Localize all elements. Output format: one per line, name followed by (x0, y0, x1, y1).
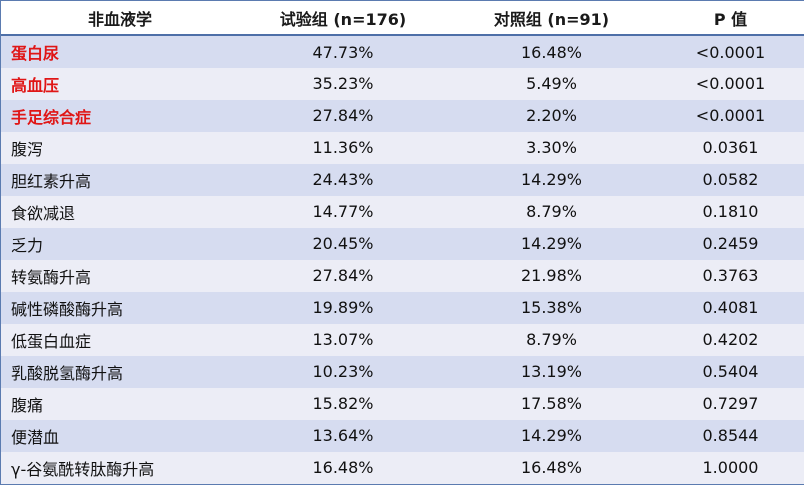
row-p-value-cell: 0.3763 (656, 259, 804, 292)
row-p-value-cell: <0.0001 (656, 35, 804, 68)
row-control-cell: 14.29% (447, 227, 656, 260)
row-trial-cell: 35.23% (239, 68, 447, 100)
row-name-cell: 手足综合症 (1, 99, 239, 132)
row-control-cell: 16.48% (447, 451, 656, 484)
row-control-cell: 8.79% (447, 323, 656, 356)
row-trial-cell: 11.36% (239, 131, 447, 164)
row-trial-cell: 19.89% (239, 291, 447, 324)
table-row: 腹泻 11.36% 3.30% 0.0361 (1, 131, 804, 164)
row-p-value-cell: 0.4081 (656, 291, 804, 324)
table-row: 碱性磷酸酶升高 19.89% 15.38% 0.4081 (1, 291, 804, 324)
row-name-cell: 乏力 (1, 227, 239, 260)
row-name-cell: 腹泻 (1, 131, 239, 164)
row-trial-cell: 20.45% (239, 227, 447, 260)
table-header: 非血液学 试验组 (n=176) 对照组 (n=91) P 值 (1, 1, 804, 36)
row-control-cell: 2.20% (447, 99, 656, 132)
row-trial-cell: 14.77% (239, 195, 447, 228)
row-control-cell: 14.29% (447, 419, 656, 452)
row-control-cell: 14.29% (447, 163, 656, 196)
row-p-value-cell: 0.1810 (656, 195, 804, 228)
header-trial-group: 试验组 (n=176) (239, 1, 447, 36)
row-p-value-cell: 0.2459 (656, 227, 804, 260)
row-control-cell: 15.38% (447, 291, 656, 324)
table-row: 转氨酶升高 27.84% 21.98% 0.3763 (1, 259, 804, 292)
table-row: 乳酸脱氢酶升高 10.23% 13.19% 0.5404 (1, 355, 804, 388)
table-row: 便潜血 13.64% 14.29% 0.8544 (1, 419, 804, 452)
table-body: 蛋白尿 47.73% 16.48% <0.0001 高血压 35.23% 5.49% <0.0… (1, 35, 804, 484)
row-p-value-cell: <0.0001 (656, 68, 804, 100)
row-name-cell: 蛋白尿 (1, 35, 239, 68)
row-p-value-cell: 0.0361 (656, 131, 804, 164)
row-control-cell: 8.79% (447, 195, 656, 228)
row-trial-cell: 10.23% (239, 355, 447, 388)
table-row: 食欲减退 14.77% 8.79% 0.1810 (1, 195, 804, 228)
row-p-value-cell: 0.5404 (656, 355, 804, 388)
row-control-cell: 5.49% (447, 68, 656, 100)
row-trial-cell: 15.82% (239, 387, 447, 420)
header-control-group: 对照组 (n=91) (447, 1, 656, 36)
header-p-value: P 值 (656, 1, 804, 36)
table-row: 手足综合症 27.84% 2.20% <0.0001 (1, 99, 804, 132)
row-trial-cell: 16.48% (239, 451, 447, 484)
row-name-cell: γ-谷氨酰转肽酶升高 (1, 451, 239, 484)
row-p-value-cell: 1.0000 (656, 451, 804, 484)
row-p-value-cell: 0.8544 (656, 419, 804, 452)
table-row: 胆红素升高 24.43% 14.29% 0.0582 (1, 163, 804, 196)
row-name-cell: 碱性磷酸酶升高 (1, 291, 239, 324)
row-p-value-cell: 0.4202 (656, 323, 804, 356)
row-trial-cell: 13.64% (239, 419, 447, 452)
row-trial-cell: 13.07% (239, 323, 447, 356)
row-name-cell: 食欲减退 (1, 195, 239, 228)
row-control-cell: 3.30% (447, 131, 656, 164)
table-row: 高血压 35.23% 5.49% <0.0001 (1, 68, 804, 100)
row-trial-cell: 27.84% (239, 259, 447, 292)
table-row: 蛋白尿 47.73% 16.48% <0.0001 (1, 35, 804, 68)
row-name-cell: 便潜血 (1, 419, 239, 452)
row-control-cell: 17.58% (447, 387, 656, 420)
row-name-cell: 乳酸脱氢酶升高 (1, 355, 239, 388)
table-row: 腹痛 15.82% 17.58% 0.7297 (1, 387, 804, 420)
row-control-cell: 16.48% (447, 35, 656, 68)
row-control-cell: 21.98% (447, 259, 656, 292)
table-row: γ-谷氨酰转肽酶升高 16.48% 16.48% 1.0000 (1, 451, 804, 484)
row-control-cell: 13.19% (447, 355, 656, 388)
table-row: 低蛋白血症 13.07% 8.79% 0.4202 (1, 323, 804, 356)
row-trial-cell: 47.73% (239, 35, 447, 68)
row-p-value-cell: <0.0001 (656, 99, 804, 132)
row-name-cell: 转氨酶升高 (1, 259, 239, 292)
header-category: 非血液学 (1, 1, 239, 36)
header-row: 非血液学 试验组 (n=176) 对照组 (n=91) P 值 (1, 1, 804, 36)
row-trial-cell: 27.84% (239, 99, 447, 132)
row-p-value-cell: 0.7297 (656, 387, 804, 420)
table-row: 乏力 20.45% 14.29% 0.2459 (1, 227, 804, 260)
row-name-cell: 胆红素升高 (1, 163, 239, 196)
row-trial-cell: 24.43% (239, 163, 447, 196)
row-name-cell: 高血压 (1, 68, 239, 100)
row-name-cell: 腹痛 (1, 387, 239, 420)
row-p-value-cell: 0.0582 (656, 163, 804, 196)
row-name-cell: 低蛋白血症 (1, 323, 239, 356)
